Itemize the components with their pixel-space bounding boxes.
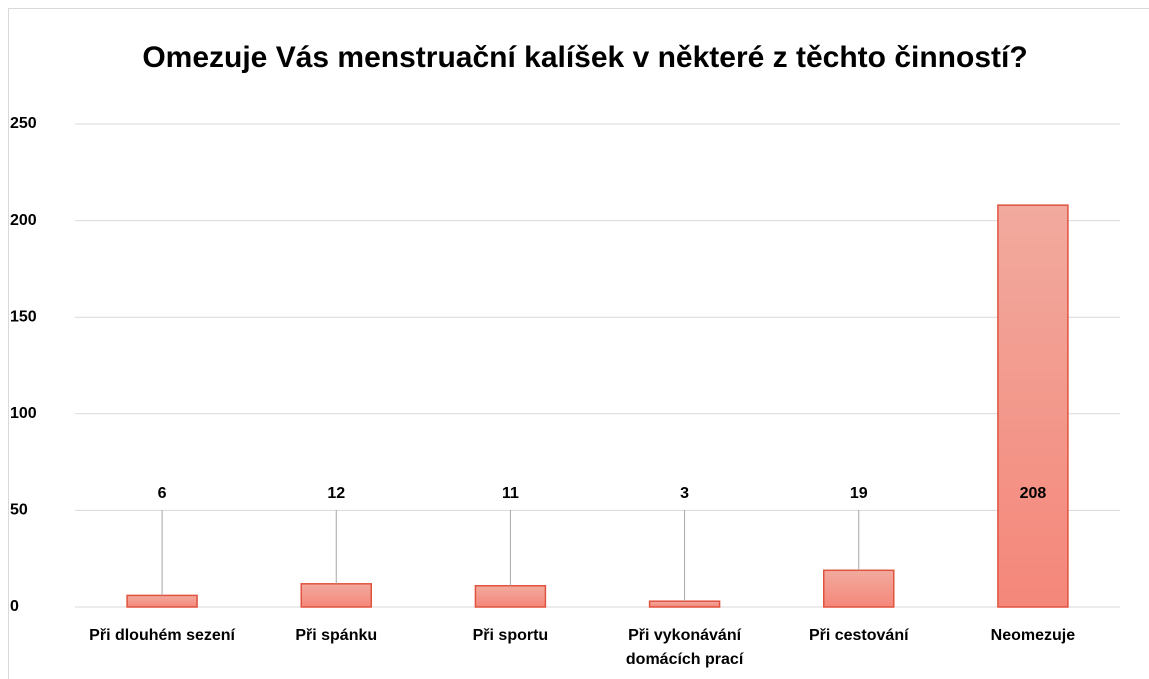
y-tick-label: 250 (10, 115, 37, 132)
data-label: 3 (680, 485, 689, 502)
y-tick-label: 0 (10, 598, 19, 615)
bar (126, 594, 198, 608)
data-label: 208 (1020, 485, 1047, 502)
y-tick-label: 150 (10, 308, 37, 325)
bar (300, 583, 372, 608)
bar (997, 204, 1069, 608)
x-tick-label: Při sportu (472, 627, 549, 644)
x-tick-label: Při dlouhém sezení (89, 627, 235, 644)
y-tick-label: 200 (10, 212, 37, 229)
x-tick-label: Při cestování (808, 627, 909, 644)
y-tick-label: 50 (10, 502, 28, 519)
x-tick-label: Při vykonávání domácích prací (625, 627, 744, 668)
y-tick-label: 100 (10, 405, 37, 422)
data-label: 19 (850, 485, 868, 502)
data-label: 6 (158, 485, 167, 502)
bar (474, 584, 547, 608)
bar (823, 569, 895, 608)
x-tick-label: Při spánku (295, 627, 378, 644)
chart-title: Omezuje Vás menstruační kalíšek v někter… (142, 41, 1028, 74)
data-label: 12 (327, 485, 345, 502)
bar (648, 600, 721, 608)
data-label: 11 (502, 485, 519, 502)
x-tick-label: Neomezuje (990, 627, 1076, 644)
chart-frame (8, 8, 1149, 679)
